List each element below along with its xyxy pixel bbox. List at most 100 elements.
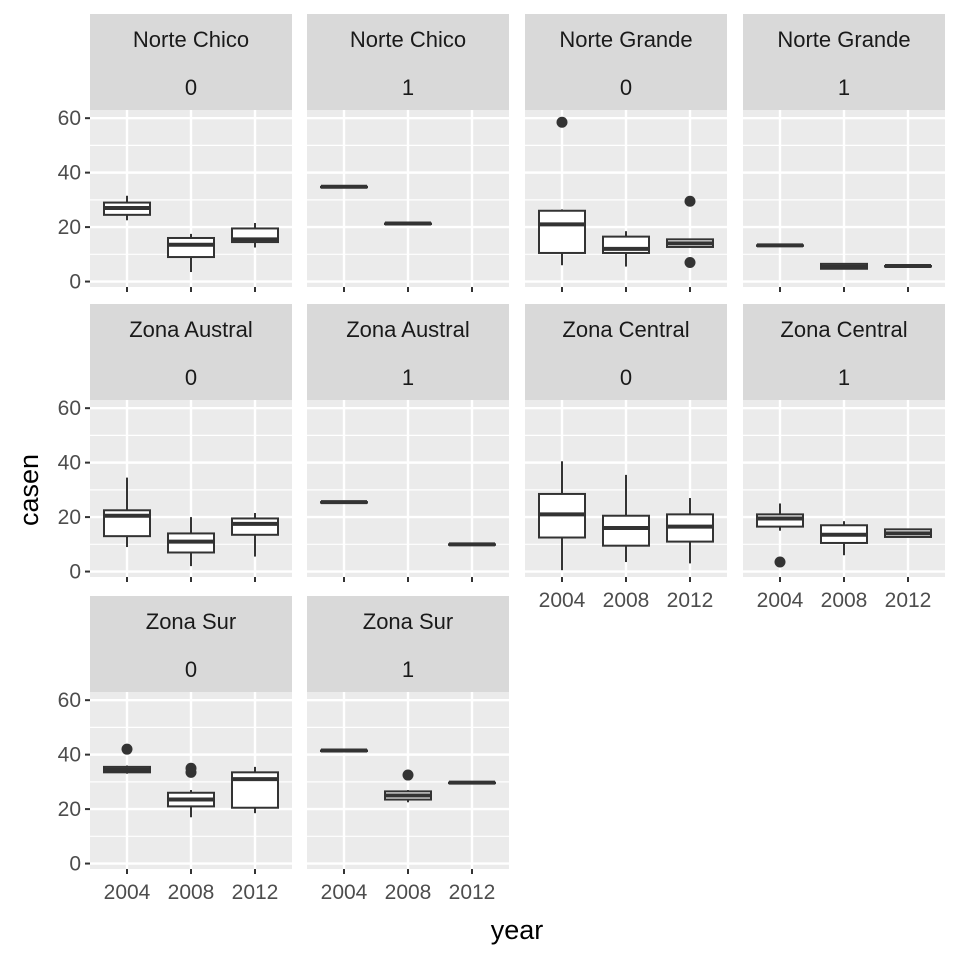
- x-tick-label: 2008: [168, 881, 215, 904]
- facet-panel: Zona Sur 0 0 20 40 60 2004 2008 2012: [58, 596, 292, 904]
- x-tick-label: 2008: [385, 881, 432, 904]
- box-iqr: [167, 236, 215, 259]
- boxplot-2012: [884, 264, 932, 269]
- y-tick-label: 40: [58, 452, 81, 475]
- boxplot-2004: [538, 116, 586, 266]
- boxplot-2004: [320, 184, 368, 189]
- strip-background: [525, 14, 727, 110]
- x-tick-label: 2008: [603, 589, 650, 612]
- strip-background: [525, 304, 727, 400]
- strip-label: 0: [185, 657, 197, 682]
- strip-label: 0: [620, 365, 632, 390]
- x-tick-label: 2008: [821, 589, 868, 612]
- y-axis-title: casen: [14, 454, 44, 526]
- strip-label: Zona Austral: [346, 317, 470, 342]
- x-tick-label: 2012: [885, 589, 932, 612]
- strip-label: 0: [185, 365, 197, 390]
- strip-background: [307, 596, 509, 692]
- box-iqr: [602, 514, 650, 547]
- boxplot-2012: [231, 513, 279, 557]
- y-tick-label: 60: [58, 107, 81, 130]
- boxplot-2008: [820, 262, 868, 270]
- strip-label: 1: [838, 365, 850, 390]
- boxplot-2008: [384, 769, 432, 803]
- strip-label: Norte Chico: [350, 27, 466, 52]
- boxplot-2004: [538, 461, 586, 571]
- strip-background: [90, 304, 292, 400]
- x-tick-label: 2012: [667, 589, 714, 612]
- y-tick-label: 60: [58, 689, 81, 712]
- box-iqr: [756, 513, 804, 528]
- strip-label: Norte Grande: [559, 27, 692, 52]
- strip-label: Zona Sur: [146, 609, 237, 634]
- boxplot-2008: [167, 762, 215, 818]
- facet-panel: Zona Central 1 2004 2008 2012: [743, 304, 945, 612]
- facet-panel: Norte Chico 0 0 20 40 60: [58, 14, 292, 294]
- strip-background: [743, 304, 945, 400]
- outlier-point: [402, 769, 414, 781]
- boxplot-2012: [884, 528, 932, 538]
- y-tick-label: 0: [69, 271, 81, 294]
- x-tick-label: 2012: [449, 881, 496, 904]
- facet-panel: Norte Grande 1: [743, 14, 945, 292]
- boxplot-2012: [231, 766, 279, 814]
- boxplot-2004: [756, 243, 804, 248]
- boxplot-2004: [756, 503, 804, 568]
- boxplot-2012: [666, 195, 714, 268]
- strip-label: Norte Grande: [777, 27, 910, 52]
- boxplot-2012: [448, 542, 496, 547]
- strip-label: Zona Central: [780, 317, 907, 342]
- box-iqr: [538, 209, 586, 254]
- x-axis-title: year: [491, 915, 544, 945]
- strip-background: [90, 596, 292, 692]
- boxplot-2004: [320, 748, 368, 753]
- y-tick-label: 0: [69, 853, 81, 876]
- boxplot-2004: [320, 500, 368, 505]
- strip-label: 1: [838, 75, 850, 100]
- boxplot-2008: [384, 221, 432, 226]
- boxplot-2008: [167, 233, 215, 273]
- y-tick-label: 0: [69, 561, 81, 584]
- strip-background: [307, 304, 509, 400]
- x-tick-label: 2004: [539, 589, 586, 612]
- strip-label: 0: [185, 75, 197, 100]
- strip-label: Zona Central: [562, 317, 689, 342]
- boxplot-2008: [602, 231, 650, 267]
- y-tick-label: 60: [58, 397, 81, 420]
- strip-label: Zona Sur: [363, 609, 454, 634]
- y-tick-label: 40: [58, 162, 81, 185]
- y-tick-label: 20: [58, 506, 81, 529]
- y-tick-label: 20: [58, 216, 81, 239]
- outlier-point: [684, 256, 696, 268]
- boxplot-2012: [448, 780, 496, 785]
- facet-panel: Zona Sur 1 2004 2008 2012: [307, 596, 509, 904]
- strip-label: Zona Austral: [129, 317, 253, 342]
- outlier-point: [121, 743, 133, 755]
- strip-background: [307, 14, 509, 110]
- boxplot-2004: [103, 743, 151, 774]
- facet-panel: Zona Austral 1: [307, 304, 509, 582]
- box-iqr: [231, 517, 279, 536]
- boxplot-2004: [103, 477, 151, 548]
- facet-panel: Norte Grande 0: [525, 14, 727, 292]
- outlier-point: [684, 195, 696, 207]
- strip-label: 0: [620, 75, 632, 100]
- x-tick-label: 2004: [757, 589, 804, 612]
- strip-background: [90, 14, 292, 110]
- boxplot-2012: [231, 223, 279, 248]
- x-tick-label: 2004: [321, 881, 368, 904]
- facet-panel: Zona Central 0 2004 2008 2012: [525, 304, 727, 612]
- boxplot-2008: [820, 521, 868, 556]
- strip-label: 1: [402, 75, 414, 100]
- boxplot-2008: [167, 517, 215, 567]
- boxplot-2008: [602, 474, 650, 563]
- y-tick-label: 40: [58, 744, 81, 767]
- boxplot-2004: [103, 195, 151, 221]
- y-tick-label: 20: [58, 798, 81, 821]
- strip-label: Norte Chico: [133, 27, 249, 52]
- x-tick-label: 2004: [104, 881, 151, 904]
- strip-label: 1: [402, 657, 414, 682]
- boxplot-2012: [666, 498, 714, 564]
